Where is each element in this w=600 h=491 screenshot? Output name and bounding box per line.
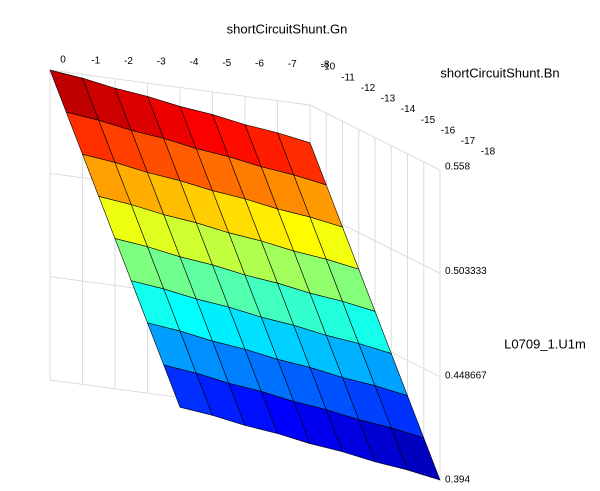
x-tick-label: -6 — [255, 58, 264, 69]
y-tick-label: -17 — [461, 136, 476, 147]
z-tick-label: 0.394 — [445, 475, 470, 486]
x-tick-label: -7 — [288, 59, 297, 70]
y-tick-label: -11 — [341, 72, 355, 83]
z-axis-title: L0709_1.U1m — [504, 336, 586, 351]
z-tick-label: 0.558 — [445, 162, 470, 173]
y-tick-label: -10 — [321, 62, 336, 73]
y-tick-label: -13 — [381, 94, 396, 105]
x-tick-label: -1 — [91, 55, 100, 66]
x-tick-label: -4 — [190, 57, 199, 68]
y-tick-label: -15 — [421, 115, 436, 126]
x-tick-label: 0 — [60, 55, 66, 66]
z-tick-label: 0.448667 — [445, 370, 487, 381]
y-axis-title: shortCircuitShunt.Bn — [440, 65, 559, 80]
surface-cell — [390, 427, 441, 481]
z-tick-label: 0.503333 — [445, 266, 487, 277]
x-tick-label: -3 — [157, 57, 166, 68]
y-tick-label: -12 — [361, 83, 376, 94]
y-tick-label: -14 — [401, 104, 416, 115]
x-tick-label: -8 — [321, 60, 330, 71]
x-tick-label: -5 — [222, 58, 231, 69]
y-tick-label: -16 — [441, 125, 456, 136]
y-tick-label: -18 — [481, 147, 496, 158]
x-axis-title: shortCircuitShunt.Gn — [227, 21, 348, 36]
x-tick-label: -2 — [124, 56, 133, 67]
